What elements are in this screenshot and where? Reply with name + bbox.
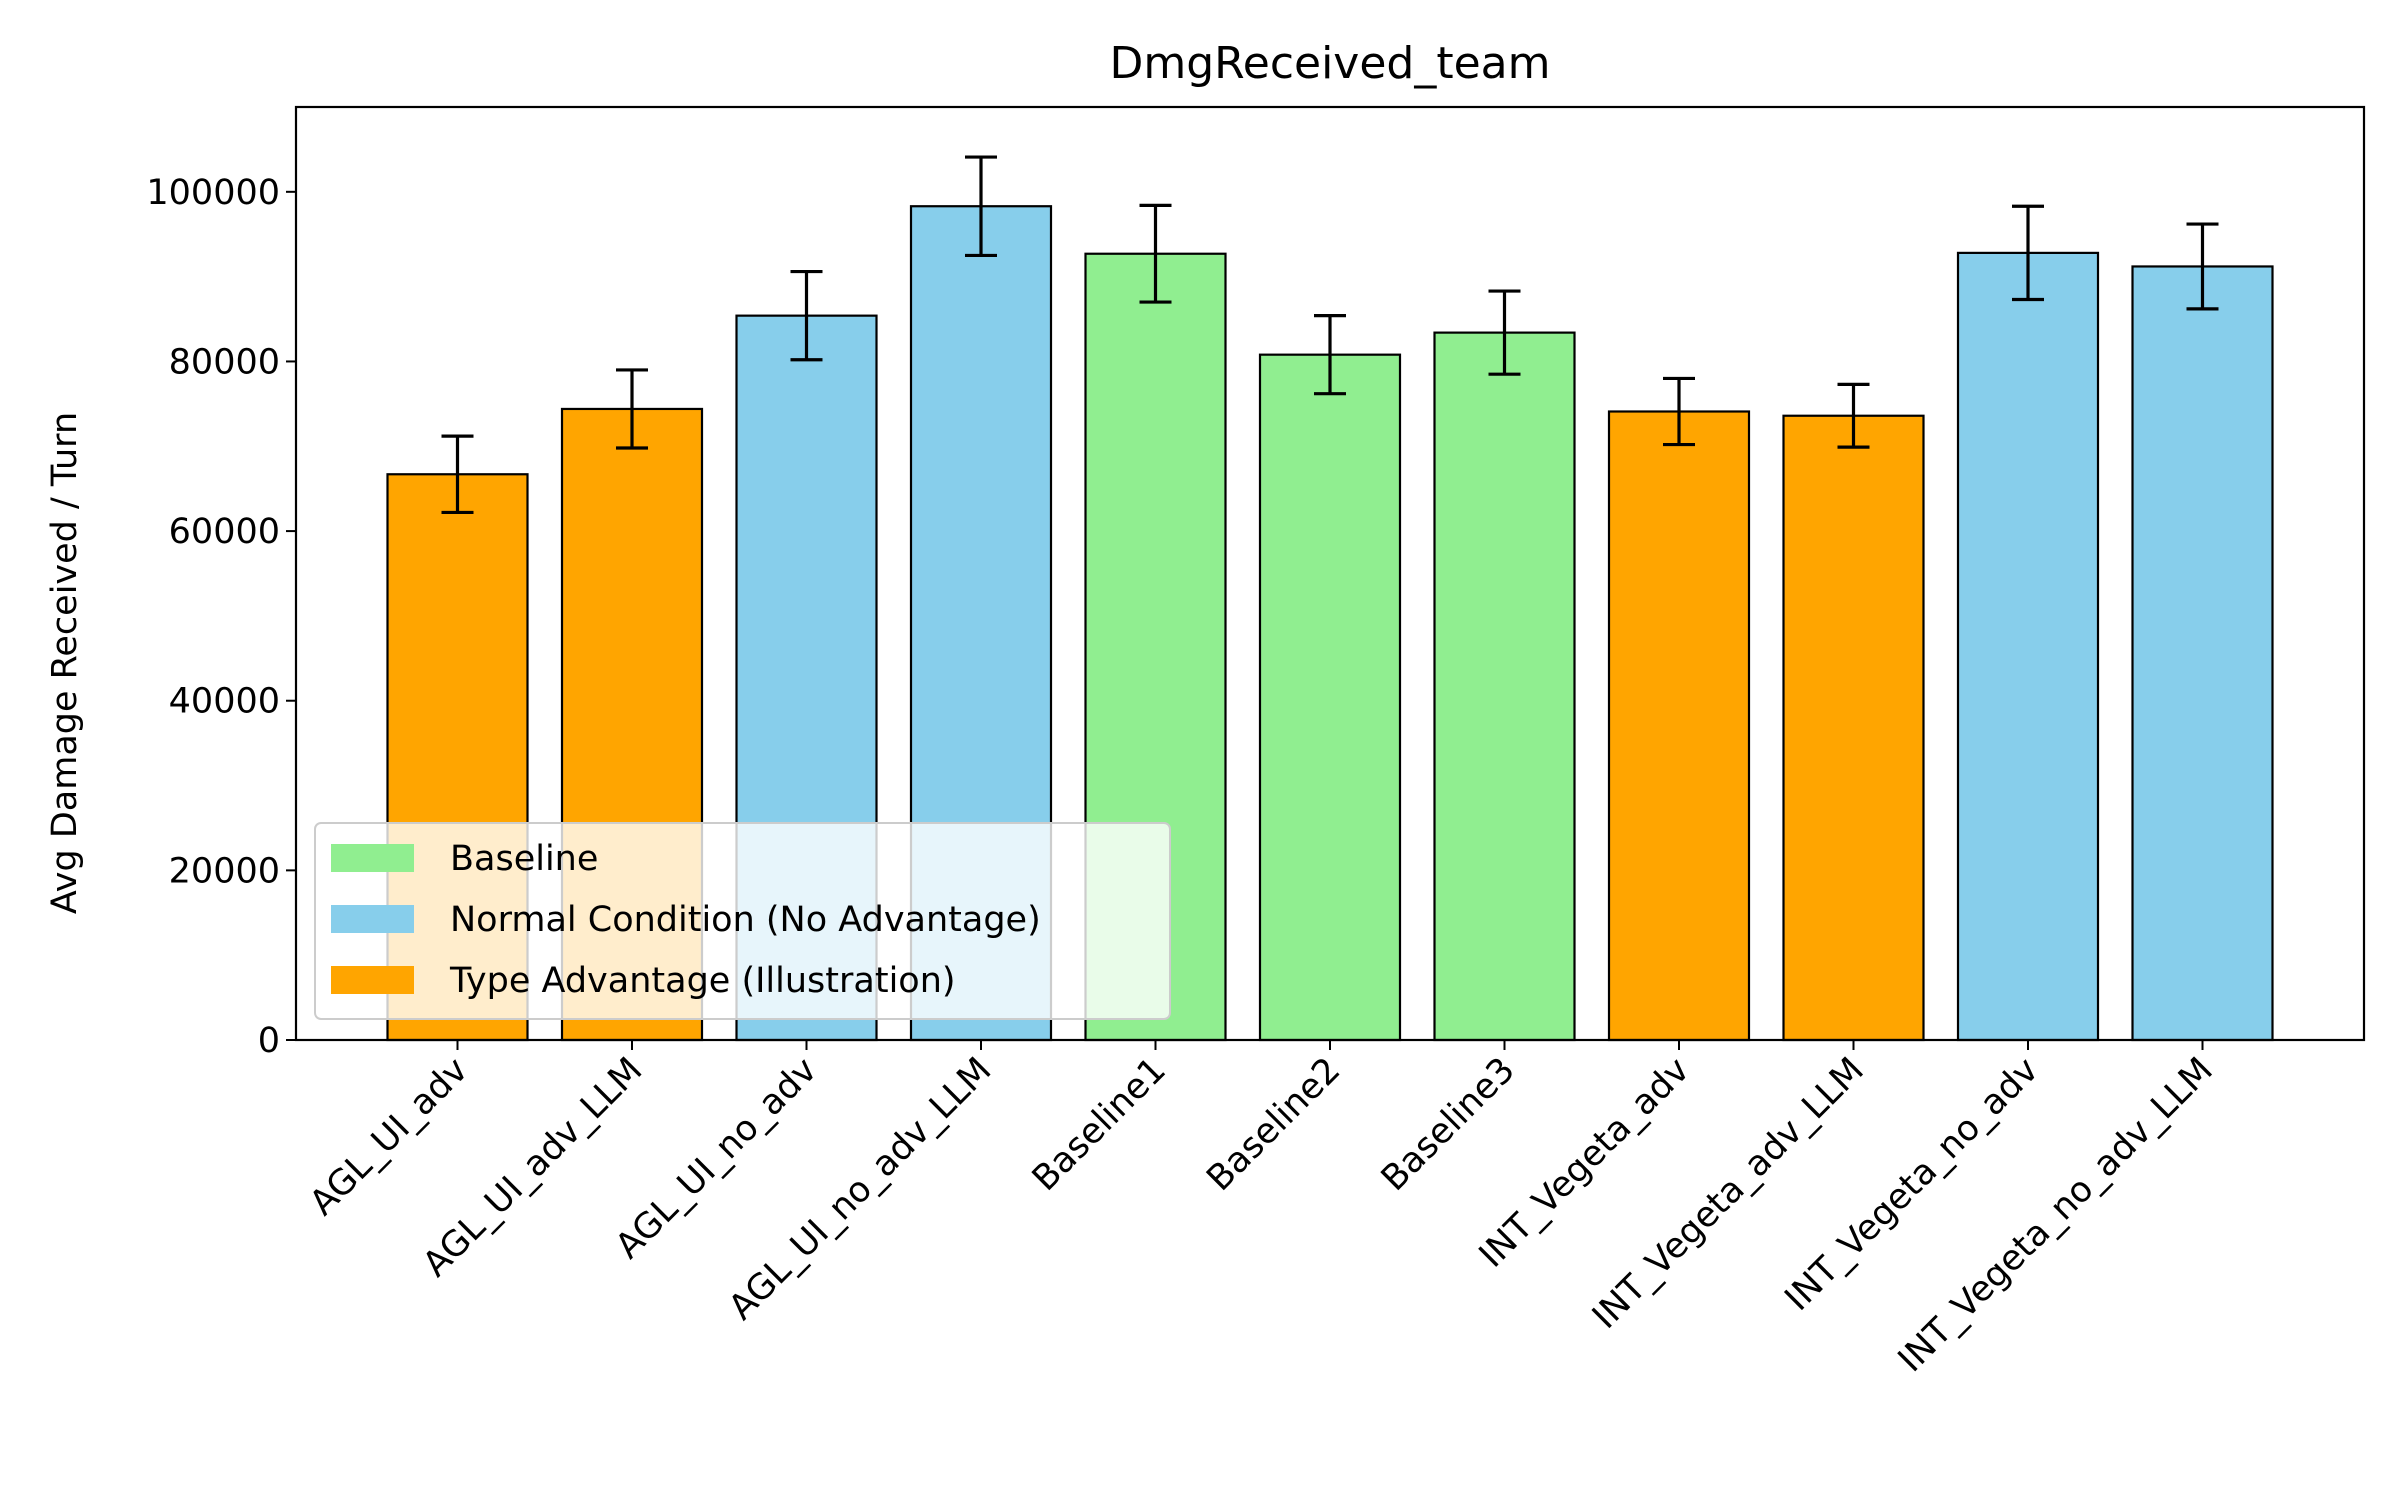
bar [1607,410,1751,1042]
error-bar [616,368,648,450]
error-bar [1314,314,1346,396]
error-bar [441,434,474,515]
error-bar [2186,222,2219,311]
x-tick-label: AGL_UI_adv [302,1050,475,1223]
bar [1258,353,1402,1042]
error-bar [1663,376,1695,447]
legend-swatch [331,966,414,994]
y-tick-label: 100000 [146,173,280,213]
legend-swatch [331,844,414,872]
legend-box [314,822,1171,1020]
bar [1956,251,2100,1042]
error-bar [1488,289,1521,376]
y-tick-label: 0 [258,1021,280,1061]
legend: Baseline Normal Condition (No Advantage) T… [314,822,1171,1020]
error-bar [965,155,997,258]
bar [2131,265,2274,1042]
bar [1782,414,1925,1042]
error-bar [2012,204,2044,302]
legend-label: Type Advantage (Illustration) [449,961,956,1001]
error-bar [1139,203,1172,304]
error-bar [790,269,823,362]
y-axis-label: Avg Damage Received / Turn [45,412,85,914]
legend-swatch [331,905,414,933]
y-tick-label: 60000 [169,512,280,552]
x-tick-label: Baseline2 [1199,1050,1348,1199]
error-bar [1837,382,1870,449]
x-tick-label: INT_Vegeta_no_adv_LLM [1891,1050,2221,1380]
y-tick-label: 40000 [169,682,280,722]
legend-label: Normal Condition (No Advantage) [450,900,1041,940]
x-tick-label: Baseline1 [1025,1050,1174,1199]
x-tick-label: Baseline3 [1374,1050,1523,1199]
y-tick-label: 80000 [169,342,280,382]
y-tick-label: 20000 [169,851,280,891]
legend-label: Baseline [450,839,598,879]
bar [1433,331,1576,1042]
chart-title: DmgReceived_team [1109,38,1550,89]
